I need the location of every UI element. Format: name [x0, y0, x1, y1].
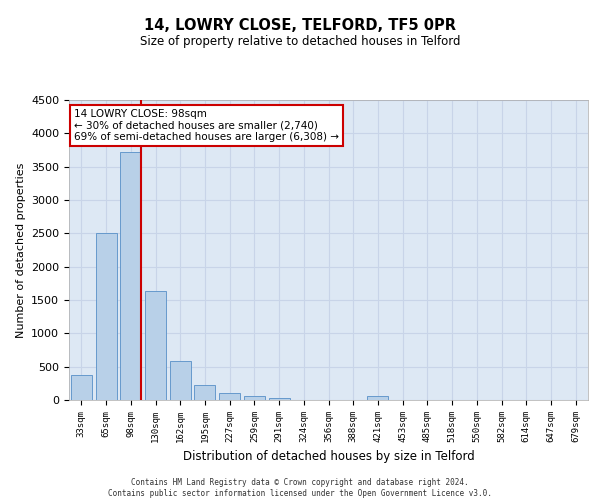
Bar: [95, 234, 116, 400]
Y-axis label: Number of detached properties: Number of detached properties: [16, 162, 26, 338]
Bar: [219, 393, 240, 400]
Bar: [269, 398, 290, 400]
Text: Size of property relative to detached houses in Telford: Size of property relative to detached ho…: [140, 35, 460, 48]
Text: 14, LOWRY CLOSE, TELFORD, TF5 0PR: 14, LOWRY CLOSE, TELFORD, TF5 0PR: [144, 18, 456, 32]
Bar: [244, 396, 265, 400]
Bar: [367, 396, 388, 400]
X-axis label: Distribution of detached houses by size in Telford: Distribution of detached houses by size …: [182, 450, 475, 464]
Bar: [120, 152, 141, 400]
Bar: [145, 292, 166, 400]
Bar: [71, 376, 92, 400]
Bar: [194, 385, 215, 400]
Bar: [170, 360, 191, 400]
Text: 14 LOWRY CLOSE: 98sqm
← 30% of detached houses are smaller (2,740)
69% of semi-d: 14 LOWRY CLOSE: 98sqm ← 30% of detached …: [74, 109, 339, 142]
Text: Contains HM Land Registry data © Crown copyright and database right 2024.
Contai: Contains HM Land Registry data © Crown c…: [108, 478, 492, 498]
